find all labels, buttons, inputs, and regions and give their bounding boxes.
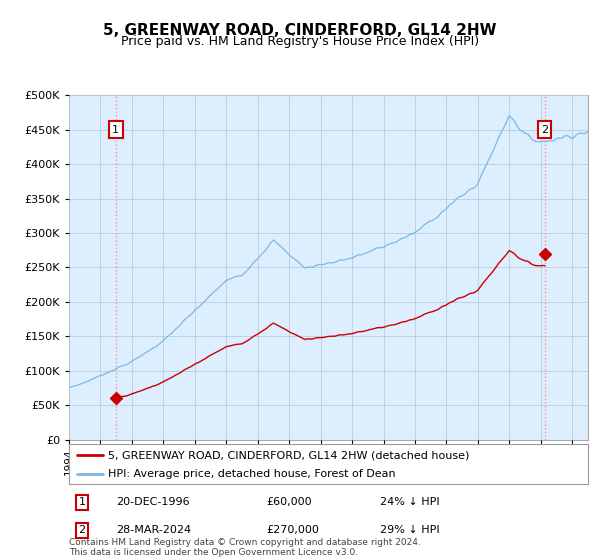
Text: 1: 1 xyxy=(112,125,119,134)
Text: 5, GREENWAY ROAD, CINDERFORD, GL14 2HW (detached house): 5, GREENWAY ROAD, CINDERFORD, GL14 2HW (… xyxy=(108,450,469,460)
Text: 2: 2 xyxy=(79,525,86,535)
Text: 20-DEC-1996: 20-DEC-1996 xyxy=(116,497,190,507)
Text: £270,000: £270,000 xyxy=(266,525,319,535)
Text: £60,000: £60,000 xyxy=(266,497,312,507)
Text: 2: 2 xyxy=(541,125,548,134)
Text: 1: 1 xyxy=(79,497,85,507)
Text: Contains HM Land Registry data © Crown copyright and database right 2024.
This d: Contains HM Land Registry data © Crown c… xyxy=(69,538,421,557)
Text: 29% ↓ HPI: 29% ↓ HPI xyxy=(380,525,440,535)
Text: 5, GREENWAY ROAD, CINDERFORD, GL14 2HW: 5, GREENWAY ROAD, CINDERFORD, GL14 2HW xyxy=(103,24,497,38)
Text: HPI: Average price, detached house, Forest of Dean: HPI: Average price, detached house, Fore… xyxy=(108,469,395,479)
Text: 24% ↓ HPI: 24% ↓ HPI xyxy=(380,497,440,507)
Text: Price paid vs. HM Land Registry's House Price Index (HPI): Price paid vs. HM Land Registry's House … xyxy=(121,35,479,49)
Text: 28-MAR-2024: 28-MAR-2024 xyxy=(116,525,191,535)
